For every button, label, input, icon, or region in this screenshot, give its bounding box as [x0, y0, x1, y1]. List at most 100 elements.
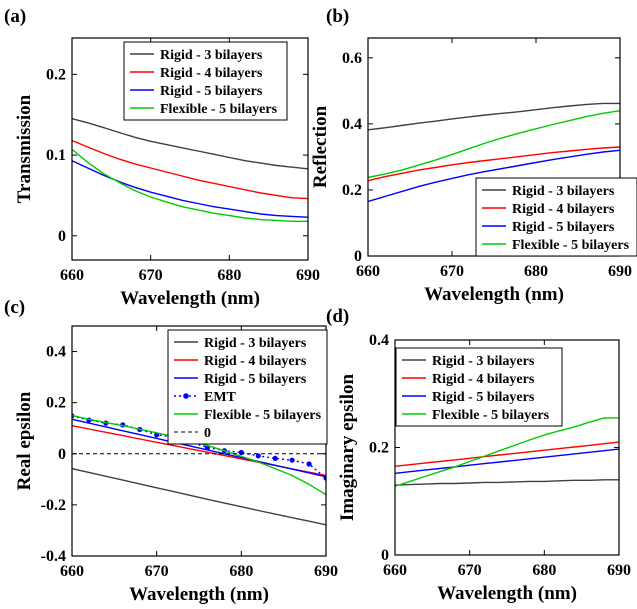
legend-item-label: Rigid - 4 bilayers [204, 354, 307, 369]
x-tick-label: 670 [458, 562, 482, 579]
plot-area [72, 413, 326, 526]
x-axis-label: Wavelength (nm) [120, 288, 260, 309]
x-tick-label: 660 [356, 263, 380, 280]
panel-label: (c) [4, 297, 25, 318]
plot-frame [71, 37, 309, 261]
panel-a: (a) 660 670 680 690 0 0.1 0.2 Wavelength (nm) Tra… [4, 6, 320, 309]
legend-item-label: Rigid - 5 bilayers [204, 372, 307, 387]
series-rigid-3-bilayers-line [72, 467, 326, 526]
x-axis-label: Wavelength (nm) [424, 284, 564, 305]
series-emt-line [72, 415, 326, 479]
y-tick-label: -0.2 [41, 497, 66, 514]
panel-b: (b) 660 670 680 690 0 0.2 0.4 0.6 Wavelength (nm)… [310, 6, 637, 305]
legend: Rigid - 3 bilayers Rigid - 4 bilayers Rigi… [395, 347, 563, 427]
x-tick-label: 680 [217, 267, 241, 284]
y-tick-label: -0.4 [41, 548, 66, 565]
series-rigid-4-bilayers-line [72, 139, 308, 200]
legend-box [395, 347, 563, 427]
legend-box [167, 329, 328, 445]
legend-item-label: Flexible - 5 bilayers [512, 238, 630, 253]
x-tick-label: 680 [532, 562, 556, 579]
series-flexible-5-bilayers-line [395, 417, 619, 487]
legend-item-label: Rigid - 3 bilayers [204, 336, 307, 351]
legend-item-label: Rigid - 3 bilayers [160, 48, 263, 63]
series-rigid-5-bilayers-line [72, 418, 326, 478]
legend-box [123, 41, 288, 121]
x-tick-label: 690 [608, 263, 632, 280]
x-tick-label: 690 [314, 563, 338, 580]
x-tick-label: 660 [383, 562, 407, 579]
y-tick-label: 0.4 [342, 116, 362, 133]
y-tick-label: 0.2 [46, 66, 66, 83]
x-tick-label: 660 [60, 563, 84, 580]
series-rigid-3-bilayers-line [395, 479, 619, 486]
y-axis-label: Transmission [14, 94, 35, 203]
legend-item-marker [183, 393, 189, 399]
panel-label: (b) [326, 6, 349, 27]
plot-frame [394, 339, 620, 556]
y-axis-label: Reflection [310, 105, 331, 188]
panel-label: (a) [4, 6, 26, 27]
x-tick-label: 660 [60, 267, 84, 284]
series-flexible-5-bilayers-line [72, 148, 308, 223]
series-rigid-4-bilayers-line [368, 146, 620, 182]
plot-area [395, 417, 619, 487]
x-tick-label: 670 [145, 563, 169, 580]
panel-c: (c) 660 670 680 690 -0.4 -0.2 0 0.2 0.4 Wavelength… [4, 297, 338, 605]
y-tick-label: 0 [58, 446, 66, 463]
y-axis-label: Real epsilon [14, 391, 35, 490]
legend-item-label: Rigid - 3 bilayers [432, 354, 535, 369]
x-tick-label: 670 [440, 263, 464, 280]
legend-item-label: Rigid - 4 bilayers [512, 202, 615, 217]
x-tick-label: 690 [296, 267, 320, 284]
x-tick-label: 680 [229, 563, 253, 580]
y-tick-label: 0.4 [369, 332, 389, 349]
plot-area [368, 102, 620, 203]
panel-label: (d) [326, 306, 349, 327]
y-tick-label: 0.1 [46, 147, 66, 164]
series-emt-point [272, 455, 278, 461]
legend-item-label: Rigid - 4 bilayers [160, 66, 263, 81]
y-tick-label: 0 [381, 547, 389, 564]
legend-box [475, 177, 637, 257]
x-tick-label: 670 [139, 267, 163, 284]
series-rigid-5-bilayers-line [395, 448, 619, 474]
legend-item-label: Flexible - 5 bilayers [432, 408, 550, 423]
legend-item-label: Flexible - 5 bilayers [160, 102, 278, 117]
legend-item-label: Rigid - 5 bilayers [432, 390, 535, 405]
legend: Rigid - 3 bilayers Rigid - 4 bilayers Rigi… [167, 329, 328, 445]
legend-item-label: Rigid - 5 bilayers [160, 84, 263, 99]
legend-item-label: 0 [204, 426, 211, 441]
legend-item-label: Rigid - 3 bilayers [512, 184, 615, 199]
legend-item-label: Flexible - 5 bilayers [204, 408, 322, 423]
legend-item-label: Rigid - 4 bilayers [432, 372, 535, 387]
legend-item-label: Rigid - 5 bilayers [512, 220, 615, 235]
y-tick-label: 0.4 [46, 344, 66, 361]
series-emt-point [238, 449, 244, 456]
series-emt-point [306, 461, 312, 467]
y-axis-label: Imaginary epsilon [337, 373, 358, 521]
x-tick-label: 690 [607, 562, 631, 579]
x-axis-label: Wavelength (nm) [437, 583, 577, 604]
series-emt-point [255, 453, 261, 459]
y-tick-label: 0.2 [342, 182, 362, 199]
series-rigid-5-bilayers-line [368, 149, 620, 203]
series-rigid-4-bilayers-line [395, 441, 619, 467]
x-tick-label: 680 [524, 263, 548, 280]
y-tick-label: 0.6 [342, 50, 362, 67]
panel-d: (d) 660 670 680 690 0 0.2 0.4 Wavelength (nm) Ima… [326, 306, 631, 604]
y-tick-label: 0.2 [369, 440, 389, 457]
y-tick-label: 0 [354, 248, 362, 265]
legend-item-label: EMT [204, 390, 237, 405]
series-rigid-3-bilayers-line [72, 118, 308, 170]
x-axis-label: Wavelength (nm) [129, 584, 269, 605]
legend: Rigid - 3 bilayers Rigid - 4 bilayers Rigi… [123, 41, 288, 121]
y-tick-label: 0 [58, 228, 66, 245]
plot-area [72, 118, 308, 223]
legend: Rigid - 3 bilayers Rigid - 4 bilayers Rigi… [475, 177, 637, 257]
series-rigid-3-bilayers-line [368, 102, 620, 131]
series-emt-point [289, 457, 295, 463]
series-flexible-5-bilayers-line [368, 110, 620, 179]
y-tick-label: 0.2 [46, 395, 66, 412]
